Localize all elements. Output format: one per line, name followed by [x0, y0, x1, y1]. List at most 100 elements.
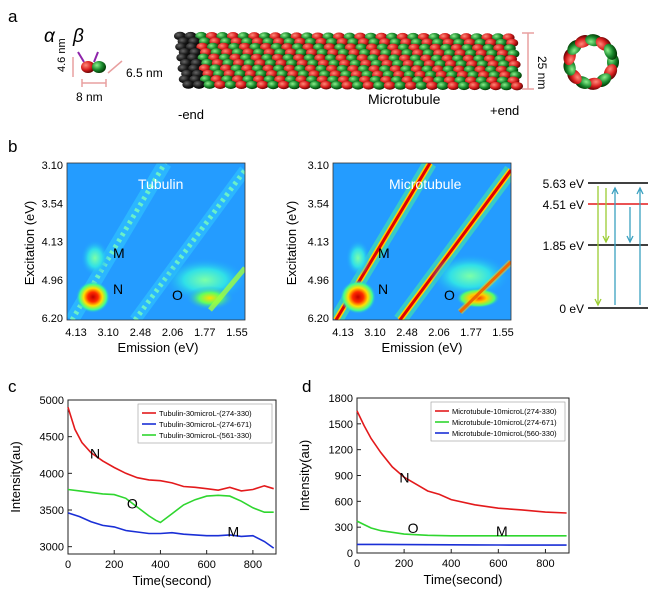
y-tick-label: 4.13 [308, 237, 329, 249]
alpha-label: α [44, 26, 56, 47]
beta-arrow [93, 51, 99, 63]
tubulin-subunit [352, 81, 364, 90]
tubulin-subunit [458, 81, 470, 91]
y-axis-label: Intensity(au) [297, 440, 312, 512]
x-tick-label: 1.55 [492, 327, 513, 339]
x-tick-label: 1.77 [194, 327, 215, 339]
tubulin-subunit [193, 80, 205, 89]
curve-annotation: O [127, 496, 138, 512]
tubulin-subunit [277, 80, 290, 90]
y-tick-label: 3000 [40, 542, 64, 554]
peak-label-n: N [113, 281, 123, 297]
y-ticks-right: 3.10 3.54 4.13 4.96 6.20 [308, 160, 329, 325]
tubulin-subunit [405, 81, 417, 90]
x-tick-label: 2.06 [162, 327, 183, 339]
series-line [67, 488, 274, 524]
tubulin-subunit [299, 80, 311, 90]
y-tick-label: 4.96 [308, 275, 329, 287]
y-axis-label: Intensity(au) [8, 441, 23, 513]
microtubule-title: Microtubule [389, 176, 462, 192]
x-tick-label: 600 [489, 558, 507, 570]
x-tick-label: 200 [105, 559, 123, 571]
legend-box [430, 401, 566, 442]
tubulin-subunit [203, 80, 216, 89]
peak-label-n-right: N [378, 281, 388, 297]
tubulin-subunit [436, 81, 449, 91]
panel-d-label: d [302, 377, 311, 396]
microtubule-model [174, 31, 523, 91]
beta-label: β [72, 26, 84, 47]
panel-c-label: c [8, 377, 17, 396]
x-tick-label: 2.48 [130, 327, 151, 339]
tubulin-title: Tubulin [138, 176, 183, 192]
x-tick-label: 3.10 [97, 327, 118, 339]
tubulin-subunit [415, 81, 428, 90]
depth-dimension: 6.5 nm [126, 66, 163, 80]
y-tick-label: 3500 [40, 505, 64, 517]
curve-annotation: O [408, 520, 419, 536]
plus-end-label: +end [490, 103, 519, 118]
height-dimension: 4.6 nm [56, 38, 68, 72]
tubulin-subunit [224, 80, 237, 90]
peak-label-o-right: O [444, 287, 455, 303]
tubulin-subunit [500, 81, 513, 91]
x-tick-label: 200 [395, 558, 413, 570]
x-tick-label: 800 [536, 558, 554, 570]
x-tick-label: 400 [151, 559, 169, 571]
y-tick-label: 1800 [329, 393, 353, 405]
legend-entry: Microtubule-10microL(560-330) [452, 429, 557, 438]
x-tick-label: 0 [65, 559, 71, 571]
legend-entry: Tubulin-30microL-(561-330) [159, 431, 252, 440]
tubulin-subunit [214, 80, 227, 89]
x-tick-label: 0 [354, 558, 360, 570]
series-line [67, 407, 274, 492]
peak-label-m: M [113, 245, 125, 261]
x-tick-label: 1.55 [226, 327, 247, 339]
tubulin-subunit [373, 81, 386, 90]
x-tick-label: 400 [442, 558, 460, 570]
tubulin-subunit [383, 81, 396, 90]
tubulin-heatmap: Tubulin M N O 3.103.544.134.966.20 4.13 3… [22, 160, 248, 355]
tubulin-subunit [468, 81, 481, 91]
level-label-1-85: 1.85 eV [543, 239, 584, 253]
alpha-subunit [81, 61, 95, 73]
panel-a-label: a [8, 7, 18, 26]
peak-label-o: O [172, 287, 183, 303]
x-tick-label: 3.10 [364, 327, 385, 339]
emission-axis-label: Emission (eV) [118, 340, 199, 355]
legend-entry: Tubulin-30microL-(274-330) [159, 409, 252, 418]
microtubule-label: Microtubule [368, 91, 441, 107]
tubulin-subunit [182, 80, 195, 89]
panel-b-label: b [8, 137, 17, 156]
legend-entry: Microtubule-10microL(274-671) [452, 418, 557, 427]
level-label-0: 0 eV [559, 302, 584, 316]
tubulin-subunit [394, 81, 407, 90]
alpha-arrow [77, 51, 85, 63]
x-tick-label: 4.13 [65, 327, 86, 339]
legend-entry: Microtubule-10microL(274-330) [452, 407, 557, 416]
beta-subunit [92, 61, 106, 73]
tubulin-subunit [479, 81, 492, 91]
tubulin-subunit [320, 81, 333, 90]
chart-d: 0 200 400 600 800 0 300 600 900 1200 1500 1800 Time(… [297, 393, 570, 587]
minus-end-label: -end [178, 107, 204, 122]
tubulin-subunit [256, 80, 269, 90]
y-tick-label: 4.13 [42, 237, 63, 249]
width-dimension: 8 nm [76, 90, 103, 104]
tubulin-subunit [489, 81, 502, 91]
curve-annotation: N [399, 469, 409, 485]
x-ticks-right: 4.13 3.10 2.48 2.06 1.77 1.55 [332, 327, 513, 339]
level-label-4-51: 4.51 eV [543, 198, 584, 212]
y-tick-label: 3.54 [42, 198, 63, 210]
tubulin-subunit [309, 81, 322, 90]
x-tick-label: 4.13 [332, 327, 353, 339]
tubulin-subunit [362, 81, 375, 90]
peak-n [76, 281, 110, 313]
y-tick-label: 4000 [40, 468, 64, 480]
series-line [67, 512, 275, 549]
x-tick-label: 2.06 [428, 327, 449, 339]
diameter-label: 25 nm [535, 56, 549, 89]
ring-subunit [603, 43, 618, 60]
y-tick-label: 6.20 [308, 313, 329, 325]
tubulin-subunit [235, 80, 248, 90]
